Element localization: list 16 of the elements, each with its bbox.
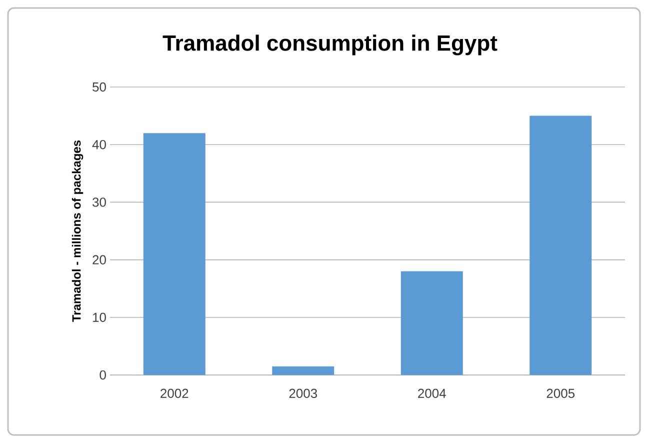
chart-title: Tramadol consumption in Egypt [162, 34, 498, 56]
x-tick-label: 2005 [546, 388, 575, 398]
y-tick-label: 0 [100, 370, 106, 380]
x-tick-label: 2002 [160, 388, 188, 398]
bar [143, 133, 206, 375]
y-tick-label: 30 [92, 198, 106, 207]
x-tick-label: 2004 [418, 388, 446, 398]
bar [400, 271, 463, 375]
y-tick-label: 10 [93, 312, 106, 322]
y-tick-label: 40 [92, 140, 106, 150]
y-axis-title: Tramadol - millions of packages [72, 140, 84, 322]
bar [530, 116, 592, 375]
y-tick-label: 20 [92, 255, 106, 264]
bar [272, 366, 334, 375]
x-tick-label: 2003 [289, 388, 318, 398]
y-tick-label: 50 [92, 82, 106, 92]
